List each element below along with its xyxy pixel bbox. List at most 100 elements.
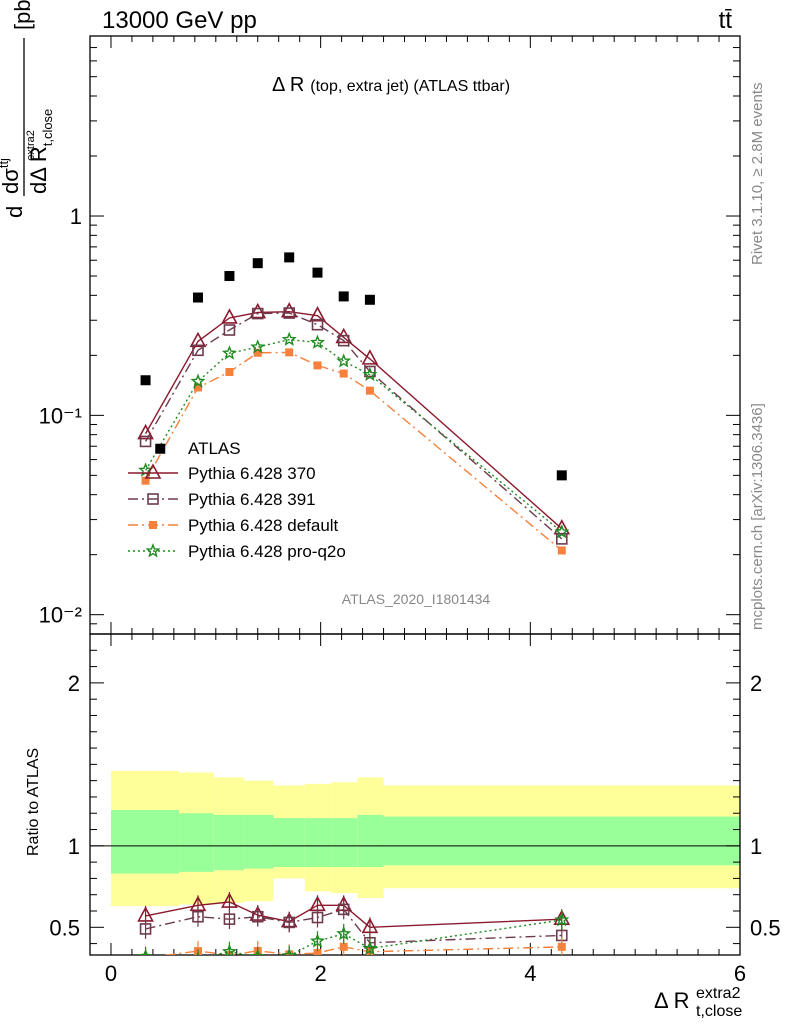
legend-label: Pythia 6.428 370 [188, 464, 316, 483]
series-point [313, 361, 322, 370]
ratio-tick-label-right: 0.5 [750, 915, 781, 940]
ratio-point [337, 903, 350, 916]
svg-text:d: d [2, 206, 27, 218]
chart-title-main: Δ R [272, 74, 304, 96]
ratio-point [251, 910, 264, 923]
series-point [280, 302, 298, 318]
series-point [250, 339, 266, 354]
series-point [251, 307, 264, 320]
series-point [141, 476, 150, 485]
series-point [225, 367, 234, 376]
data-point [284, 252, 295, 263]
series-line [144, 312, 563, 540]
header-left: 13000 GeV pp [102, 7, 257, 34]
x-tick-label: 2 [315, 961, 327, 986]
axes: 0 2 4 6 10⁻² 10⁻¹ 1 0.5 0.5 1 1 2 2 [39, 35, 781, 986]
chart-title-sub: (top, extra jet) (ATLAS ttbar) [310, 78, 510, 95]
data-point [338, 291, 349, 302]
data-point [364, 294, 375, 305]
data-point [556, 470, 567, 481]
svg-text:dΔ Rt,closeextra2: dΔ Rt,closeextra2 [25, 109, 55, 194]
series-point [221, 345, 237, 360]
y-tick-label: 1 [70, 204, 82, 229]
ratio-point [311, 911, 324, 924]
ratio-point [310, 933, 325, 948]
ratio-frame [89, 633, 741, 956]
band-inner [213, 814, 245, 871]
x-tick-label: 4 [524, 961, 536, 986]
band-inner [244, 814, 274, 869]
series-main-2 [141, 348, 566, 555]
series-point [283, 307, 295, 319]
ratio-uncertainty-bands [110, 770, 740, 907]
chart-title: Δ R (top, extra jet) (ATLAS ttbar) [272, 74, 510, 96]
mcplots-label: mcplots.cern.ch [arXiv:1306.3436] [749, 403, 766, 630]
analysis-id: ATLAS_2020_I1801434 [342, 591, 491, 607]
rivet-label: Rivet 3.1.10, ≥ 2.8M events [749, 83, 766, 266]
ratio-point [361, 917, 379, 934]
data-point [192, 292, 203, 303]
x-tick-label: 0 [105, 961, 117, 986]
ratio-point [223, 913, 236, 925]
series-point [221, 308, 238, 324]
band-inner [357, 814, 384, 868]
series-point [193, 383, 202, 392]
ratio-tick-label-right: 1 [750, 834, 762, 859]
ratio-point [336, 925, 352, 941]
series-ratio-1 [139, 899, 568, 953]
ratio-tick-label-left: 0.5 [49, 915, 80, 940]
ratio-point [362, 940, 378, 955]
series-point [554, 524, 570, 539]
series-point [139, 435, 152, 448]
x-tick-label: 6 [734, 961, 746, 986]
series-point [253, 348, 262, 357]
ratio-point [139, 923, 152, 935]
ratio-tick-label-left: 2 [68, 671, 80, 696]
series-point [557, 546, 566, 555]
data-point [224, 271, 235, 282]
series-point [339, 369, 348, 378]
ratio-line [161, 946, 562, 955]
band-inner [110, 809, 180, 874]
series-line [144, 310, 563, 530]
series-point [189, 331, 207, 348]
ratio-point [221, 892, 238, 908]
legend: ATLAS Pythia 6.428 370 Pythia 6.428 391 Pyt… [128, 439, 346, 561]
series-ratio-2 [141, 936, 566, 955]
legend-marker [149, 521, 157, 529]
band-inner [383, 816, 740, 866]
ratio-point [192, 910, 204, 923]
svg-text:extra2: extra2 [696, 985, 741, 1002]
svg-text:dσttj: dσttj [0, 158, 23, 194]
series-point [362, 366, 378, 382]
legend-marker [145, 543, 161, 558]
band-inner [273, 818, 305, 868]
series-main-0 [137, 302, 571, 535]
data-point [312, 267, 323, 278]
series-point [336, 353, 352, 368]
y-axis-label: d dσttj dΔ Rt,closeextra2 [pb] [0, 0, 55, 218]
y-tick-label: 10⁻¹ [39, 403, 82, 428]
series-point [285, 348, 294, 357]
ratio-tick-label-left: 1 [68, 834, 80, 859]
ratio-y-label: Ratio to ATLAS [25, 748, 42, 856]
ratio-point [557, 942, 566, 951]
y-tick-label: 10⁻² [39, 603, 82, 628]
legend-marker [144, 463, 162, 479]
series-point [223, 324, 236, 336]
series-point [190, 373, 206, 388]
band-inner [304, 818, 332, 868]
header-right: tt̄ [719, 7, 733, 34]
series-point [137, 423, 154, 440]
series-point [309, 306, 326, 322]
ratio-point [250, 948, 266, 955]
ratio-point [138, 948, 154, 955]
legend-label: Pythia 6.428 391 [188, 490, 316, 509]
data-points [140, 252, 567, 481]
data-point [155, 443, 166, 454]
svg-text:[pb]: [pb] [10, 0, 35, 30]
ratio-line [145, 901, 562, 929]
ratio-point [339, 942, 348, 951]
legend-label: Pythia 6.428 default [188, 516, 339, 535]
